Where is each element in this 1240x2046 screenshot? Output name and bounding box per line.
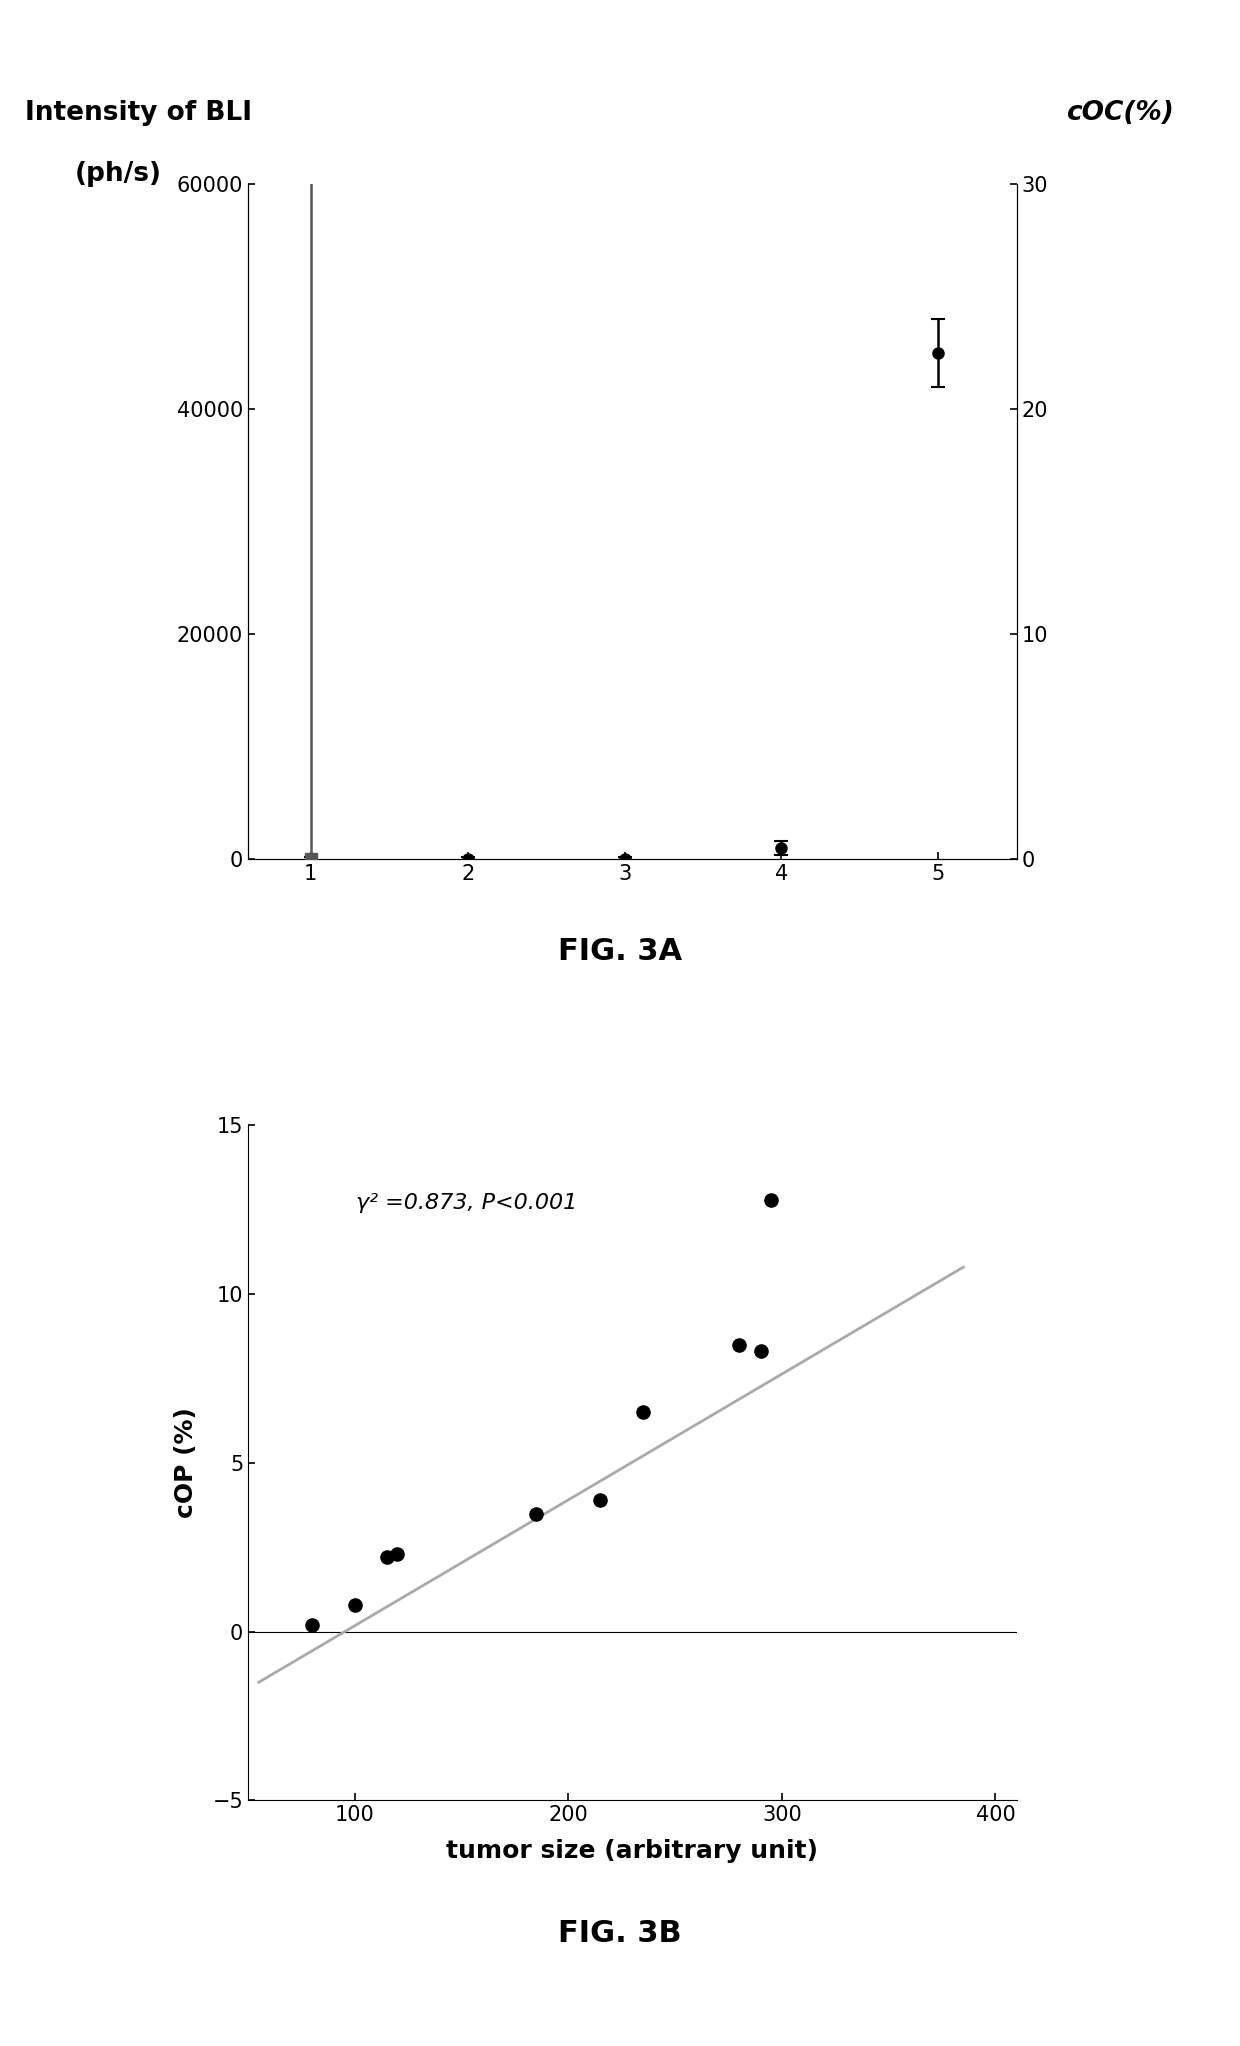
Text: γ² =0.873, P<0.001: γ² =0.873, P<0.001 <box>356 1193 577 1213</box>
Point <box>527 1498 547 1530</box>
Point <box>634 1395 653 1428</box>
Point <box>377 1541 397 1573</box>
Text: (ph/s): (ph/s) <box>74 162 161 186</box>
Text: cOC(%): cOC(%) <box>1066 100 1174 125</box>
Point <box>761 1183 781 1215</box>
Point <box>750 1336 770 1369</box>
X-axis label: tumor size (arbitrary unit): tumor size (arbitrary unit) <box>446 1839 818 1864</box>
Text: Intensity of BLI: Intensity of BLI <box>25 100 252 125</box>
Point <box>729 1328 749 1361</box>
Y-axis label: cOP (%): cOP (%) <box>175 1408 198 1518</box>
Point <box>303 1608 322 1641</box>
Text: FIG. 3B: FIG. 3B <box>558 1919 682 1948</box>
Point <box>590 1483 610 1516</box>
Point <box>388 1539 408 1571</box>
Text: FIG. 3A: FIG. 3A <box>558 937 682 966</box>
Point <box>345 1588 365 1620</box>
